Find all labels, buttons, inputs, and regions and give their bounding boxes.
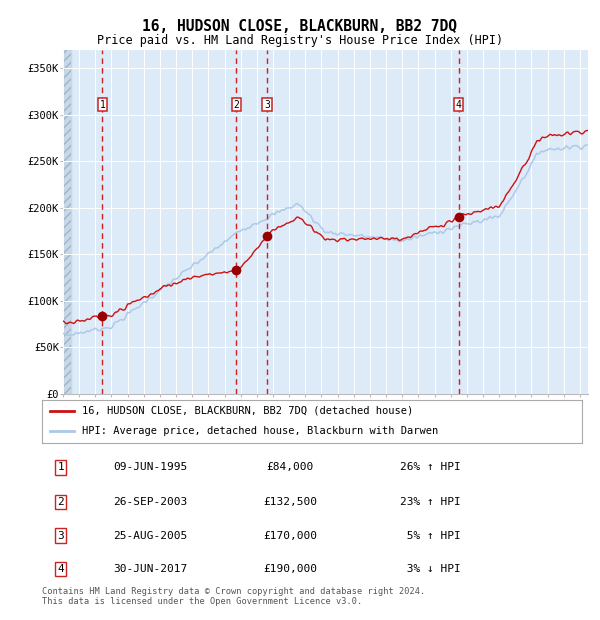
Text: 16, HUDSON CLOSE, BLACKBURN, BB2 7DQ: 16, HUDSON CLOSE, BLACKBURN, BB2 7DQ	[143, 19, 458, 33]
Text: 1: 1	[100, 100, 106, 110]
Text: 3% ↓ HPI: 3% ↓ HPI	[400, 564, 461, 574]
Text: 30-JUN-2017: 30-JUN-2017	[113, 564, 187, 574]
Text: £190,000: £190,000	[263, 564, 317, 574]
Text: 23% ↑ HPI: 23% ↑ HPI	[400, 497, 461, 507]
Text: 5% ↑ HPI: 5% ↑ HPI	[400, 531, 461, 541]
Text: 4: 4	[455, 100, 461, 110]
Text: 16, HUDSON CLOSE, BLACKBURN, BB2 7DQ (detached house): 16, HUDSON CLOSE, BLACKBURN, BB2 7DQ (de…	[83, 405, 414, 416]
Text: £84,000: £84,000	[267, 463, 314, 472]
Text: 26% ↑ HPI: 26% ↑ HPI	[400, 463, 461, 472]
Text: 25-AUG-2005: 25-AUG-2005	[113, 531, 187, 541]
Text: 1: 1	[58, 463, 64, 472]
Text: 2: 2	[233, 100, 239, 110]
Text: 2: 2	[58, 497, 64, 507]
Text: Price paid vs. HM Land Registry's House Price Index (HPI): Price paid vs. HM Land Registry's House …	[97, 35, 503, 47]
Text: 09-JUN-1995: 09-JUN-1995	[113, 463, 187, 472]
Text: 4: 4	[58, 564, 64, 574]
Text: Contains HM Land Registry data © Crown copyright and database right 2024.
This d: Contains HM Land Registry data © Crown c…	[42, 587, 425, 606]
Text: £170,000: £170,000	[263, 531, 317, 541]
Text: 3: 3	[58, 531, 64, 541]
Text: HPI: Average price, detached house, Blackburn with Darwen: HPI: Average price, detached house, Blac…	[83, 426, 439, 436]
Text: 3: 3	[264, 100, 270, 110]
Text: £132,500: £132,500	[263, 497, 317, 507]
Text: 26-SEP-2003: 26-SEP-2003	[113, 497, 187, 507]
